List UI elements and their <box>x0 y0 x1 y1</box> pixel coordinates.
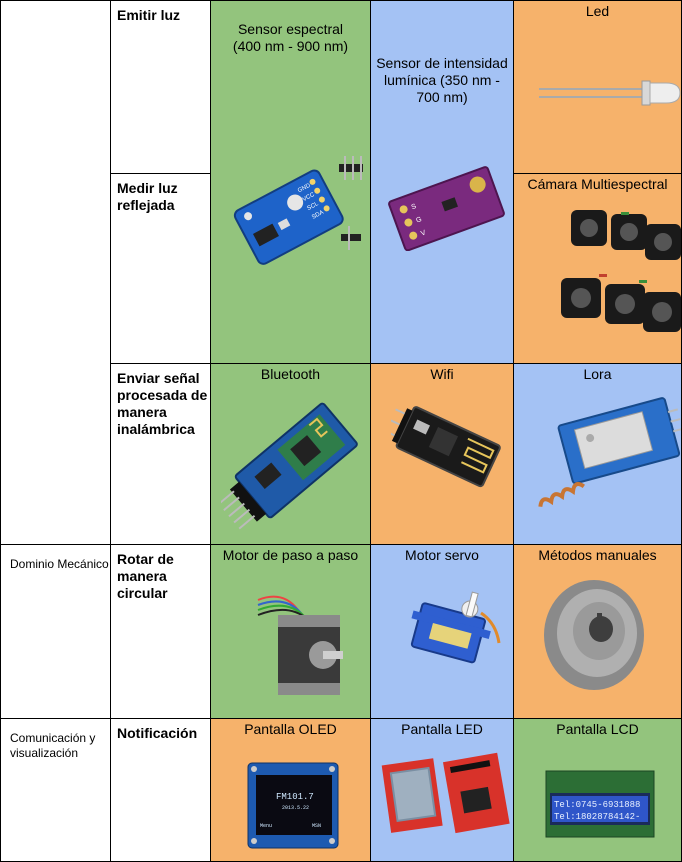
lcd-display-image: Tel:0745-6931888 Tel:18028784142- <box>545 770 655 838</box>
cell-pantalla-oled: Pantalla OLED FM101.7 2013.5.22 Menu MSN <box>211 719 371 862</box>
wifi-module-image <box>391 406 501 488</box>
cell-title: Sensor de intensidad lumínica (350 nm - … <box>376 55 508 105</box>
pulley-image <box>544 580 644 690</box>
pin-label: S <box>410 203 417 211</box>
cell-title: Bluetooth <box>260 366 321 382</box>
light-intensity-sensor-image: S G V <box>388 166 505 251</box>
pin-label: V <box>420 229 427 237</box>
oled-display-image: FM101.7 2013.5.22 Menu MSN <box>247 762 339 849</box>
led-screen-image <box>381 752 510 834</box>
cell-title: Motor de paso a paso <box>222 547 359 563</box>
bluetooth-module-image <box>221 402 358 530</box>
oled-screen-text: MSN <box>312 823 321 829</box>
cell-led: Led <box>514 0 682 174</box>
cell-title: Cámara Multiespectral <box>527 176 668 192</box>
function-cell-emitir: Emitir luz <box>111 0 211 174</box>
function-label: Rotar de manera circular <box>117 551 174 601</box>
lora-module-image <box>538 397 681 507</box>
domain-label: Dominio Mecánico <box>10 557 109 571</box>
cell-title: Led <box>585 3 610 19</box>
function-cell-enviar: Enviar señal procesada de manera inalámb… <box>111 364 211 545</box>
cell-bluetooth: Bluetooth <box>211 364 371 545</box>
domain-label: Comunicación y visualización <box>10 731 96 760</box>
pin-label: G <box>415 216 423 224</box>
domain-cell-comunicacion: Comunicación y visualización <box>0 719 111 862</box>
cell-title: Pantalla LCD <box>556 721 639 737</box>
pin-label: VCC <box>302 192 317 204</box>
function-label: Medir luz reflejada <box>117 180 178 213</box>
pin-label: SDA <box>311 210 325 221</box>
function-cell-rotar: Rotar de manera circular <box>111 545 211 719</box>
cell-title: Lora <box>583 366 612 382</box>
oled-screen-text: Menu <box>260 823 272 829</box>
cell-sensor-espectral: Sensor espectral (400 nm - 900 nm) GND V… <box>211 0 371 364</box>
cell-title: Wifi <box>430 366 454 382</box>
function-label: Emitir luz <box>117 7 181 23</box>
spectral-sensor-image: GND VCC SCL SDA <box>233 156 363 265</box>
cell-wifi: Wifi <box>371 364 514 545</box>
cell-pantalla-lcd: Pantalla LCD Tel:0745-6931888 Tel:180287… <box>514 719 682 862</box>
cell-motor-paso: Motor de paso a paso <box>211 545 371 719</box>
function-cell-medir: Medir luz reflejada <box>111 174 211 364</box>
domain-cell-mecanico: Dominio Mecánico <box>0 545 111 719</box>
led-image <box>539 80 681 106</box>
stepper-motor-image <box>257 595 343 695</box>
cell-title: Sensor espectral (400 nm - 900 nm) <box>232 21 349 54</box>
function-cell-notificacion: Notificación <box>111 719 211 862</box>
lcd-screen-text: Tel:18028784142- <box>554 812 640 822</box>
cell-motor-servo: Motor servo <box>371 545 514 719</box>
cell-pantalla-led: Pantalla LED <box>371 719 514 862</box>
cell-lora: Lora <box>514 364 682 545</box>
oled-screen-text: FM101.7 <box>276 792 314 802</box>
domain-cell-optical <box>0 0 111 545</box>
oled-screen-text: 2013.5.22 <box>282 805 309 811</box>
cell-sensor-intensidad: Sensor de intensidad lumínica (350 nm - … <box>371 0 514 364</box>
multispectral-camera-image <box>561 210 681 332</box>
function-label: Notificación <box>117 725 198 741</box>
cell-title: Pantalla OLED <box>244 721 337 737</box>
pin-label: GND <box>297 182 312 194</box>
cell-title: Métodos manuales <box>538 547 657 563</box>
function-label: Enviar señal procesada de manera inalámb… <box>117 370 208 437</box>
cell-metodos-manuales: Métodos manuales <box>514 545 682 719</box>
cell-title: Pantalla LED <box>401 721 483 737</box>
cell-camara: Cámara Multiespectral <box>514 174 682 364</box>
lcd-screen-text: Tel:0745-6931888 <box>554 800 640 810</box>
pin-label: SCL <box>306 201 320 212</box>
servo-motor-image <box>410 591 501 664</box>
cell-title: Motor servo <box>405 547 479 563</box>
